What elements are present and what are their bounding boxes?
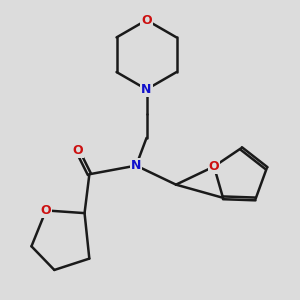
Text: O: O bbox=[209, 160, 219, 173]
Text: O: O bbox=[72, 143, 83, 157]
Text: O: O bbox=[141, 14, 152, 27]
Text: N: N bbox=[141, 83, 152, 96]
Text: O: O bbox=[40, 204, 51, 217]
Text: N: N bbox=[131, 159, 141, 172]
